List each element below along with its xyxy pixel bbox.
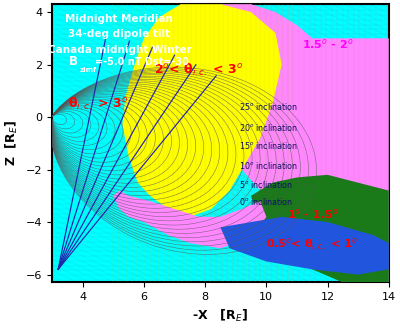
Text: 34-deg dipole tilt: 34-deg dipole tilt <box>68 30 170 39</box>
Text: B: B <box>69 54 78 68</box>
Polygon shape <box>251 175 389 282</box>
Text: 15$^{o}$ inclination: 15$^{o}$ inclination <box>239 140 298 152</box>
Text: 2$^{o}$< θ$_{i.c.}$ < 3$^{o}$: 2$^{o}$< θ$_{i.c.}$ < 3$^{o}$ <box>154 62 244 78</box>
Text: 0.5$^{o}$< θ$_{i.c.}$ < 1$^{o}$: 0.5$^{o}$< θ$_{i.c.}$ < 1$^{o}$ <box>266 236 358 252</box>
Text: =-5.0 nT Dst=-30: =-5.0 nT Dst=-30 <box>95 56 189 67</box>
Text: 20$^{o}$ inclination: 20$^{o}$ inclination <box>239 122 298 133</box>
Y-axis label: Z  [R$_E$]: Z [R$_E$] <box>4 120 20 166</box>
Text: 5$^{o}$ inclination: 5$^{o}$ inclination <box>239 179 293 190</box>
Text: Midnight Meridian: Midnight Meridian <box>66 13 173 24</box>
Text: 1.5$^{o}$ - 2$^{o}$: 1.5$^{o}$ - 2$^{o}$ <box>302 36 353 51</box>
Text: θ$_{i.c.}$ > 3$^{o}$: θ$_{i.c.}$ > 3$^{o}$ <box>68 96 128 112</box>
Text: 25$^{o}$ inclination: 25$^{o}$ inclination <box>239 100 298 112</box>
Text: 10$^{o}$ inclination: 10$^{o}$ inclination <box>239 160 298 171</box>
Text: Canada midnight Winter: Canada midnight Winter <box>48 45 191 55</box>
Text: zimf: zimf <box>80 67 97 72</box>
Text: 1$^{o}$ - 1.5$^{o}$: 1$^{o}$ - 1.5$^{o}$ <box>286 207 338 221</box>
Polygon shape <box>220 217 389 275</box>
Polygon shape <box>122 4 282 217</box>
Polygon shape <box>220 4 389 282</box>
Text: 0$^{o}$ inclination: 0$^{o}$ inclination <box>239 196 293 207</box>
X-axis label: -X   [R$_E$]: -X [R$_E$] <box>192 308 248 324</box>
Polygon shape <box>113 191 266 248</box>
